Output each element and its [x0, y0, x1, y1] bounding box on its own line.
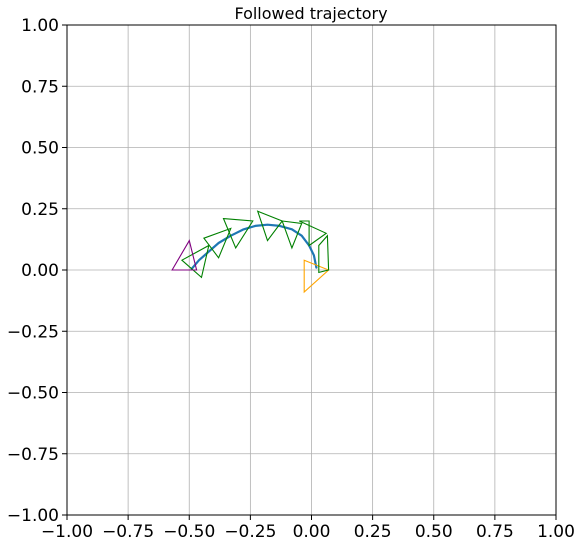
x-tick-label: 0.25 [354, 522, 392, 542]
intermediate-pose-marker [180, 244, 210, 279]
intermediate-pose-marker [318, 234, 330, 274]
plot-data [171, 210, 330, 294]
intermediate-pose-marker [222, 217, 254, 250]
y-tick-label: −0.75 [7, 445, 59, 465]
x-tick-label: 0.50 [415, 522, 453, 542]
end-pose-marker [171, 239, 198, 271]
x-tick-label: 0.00 [293, 522, 331, 542]
x-tick-label: −1.00 [41, 522, 93, 542]
x-tick-label: −0.50 [163, 522, 215, 542]
y-tick-label: 0.50 [21, 139, 59, 159]
y-tick-label: 0.00 [21, 261, 59, 281]
y-tick-label: −0.25 [7, 322, 59, 342]
x-tick-label: −0.25 [224, 522, 276, 542]
start-pose-marker [303, 259, 330, 294]
intermediate-pose-marker [281, 220, 303, 250]
y-tick-label: 0.75 [21, 77, 59, 97]
x-tick-label: 0.75 [476, 522, 514, 542]
y-tick-label: −0.50 [7, 384, 59, 404]
y-tick-label: 0.25 [21, 200, 59, 220]
chart-title: Followed trajectory [234, 4, 387, 23]
intermediate-pose-marker [256, 210, 284, 242]
axis-ticks: −1.00 −0.75 −0.50 −0.25 0.00 0.25 0.50 0.75 1.00… [7, 16, 575, 542]
intermediate-pose-marker [203, 227, 232, 259]
y-tick-label: −1.00 [7, 506, 59, 526]
trajectory-line [190, 223, 318, 270]
x-tick-label: 1.00 [537, 522, 575, 542]
y-tick-label: 1.00 [21, 16, 59, 36]
intermediate-pose-marker [299, 220, 328, 247]
x-tick-label: −0.75 [102, 522, 154, 542]
